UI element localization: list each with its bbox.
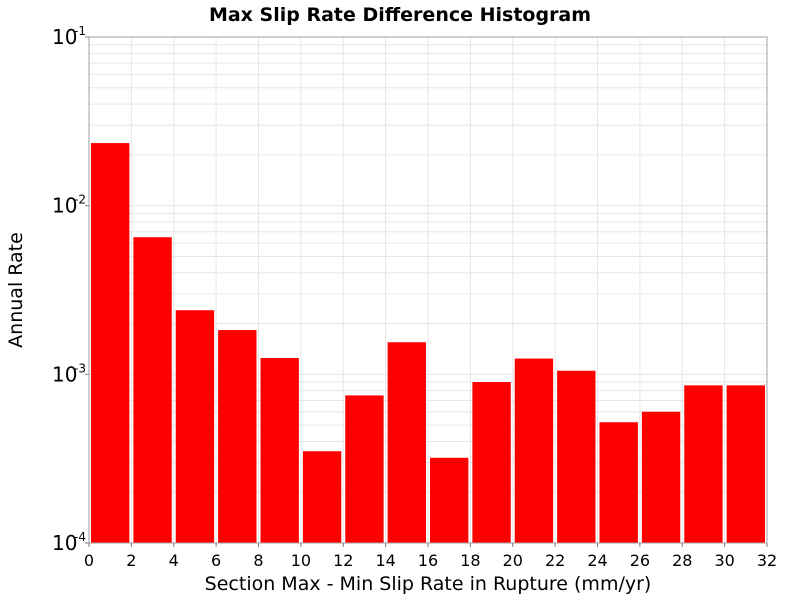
x-tick-label: 20 [503, 551, 523, 570]
x-tick-label: 22 [545, 551, 565, 570]
bar-13 [641, 411, 681, 543]
y-axis-ticks: 10-110-210-310-4 [52, 24, 89, 555]
x-tick-label: 4 [169, 551, 179, 570]
bar-9 [472, 382, 511, 543]
x-axis-label: Section Max - Min Slip Rate in Rupture (… [205, 573, 652, 595]
x-tick-label: 32 [757, 551, 777, 570]
y-tick-label-base: 10 [52, 362, 77, 386]
x-tick-label: 24 [587, 551, 607, 570]
bar-11 [557, 370, 596, 543]
bar-8 [430, 457, 469, 543]
bar-6 [345, 395, 384, 543]
bar-10 [514, 358, 554, 543]
y-tick-label-base: 10 [52, 531, 77, 555]
x-tick-label: 0 [84, 551, 94, 570]
x-tick-label: 28 [672, 551, 692, 570]
bar-4 [260, 357, 299, 543]
bar-14 [684, 385, 723, 543]
x-tick-label: 10 [291, 551, 311, 570]
bar-15 [726, 385, 765, 543]
x-tick-label: 14 [375, 551, 395, 570]
x-tick-label: 2 [126, 551, 136, 570]
y-tick-label-exponent: -4 [74, 530, 86, 544]
y-tick-label-base: 10 [52, 194, 77, 218]
x-axis-ticks: 0 2 4 6 8 10 12 14 16 18 20 22 24 26 28 30 32 [84, 543, 777, 570]
x-tick-label: 18 [460, 551, 480, 570]
y-axis-label: Annual Rate [5, 232, 27, 348]
x-tick-label: 8 [253, 551, 263, 570]
y-tick-label-exponent: -2 [74, 193, 86, 207]
x-tick-label: 12 [333, 551, 353, 570]
x-tick-label: 6 [211, 551, 221, 570]
x-tick-label: 30 [714, 551, 734, 570]
bar-0 [91, 143, 130, 543]
x-tick-label: 16 [418, 551, 438, 570]
bar-1 [133, 237, 172, 543]
y-tick-label-exponent: -3 [74, 361, 86, 375]
x-tick-label: 26 [630, 551, 650, 570]
bars [91, 143, 765, 543]
bar-12 [599, 422, 638, 543]
chart-title: Max Slip Rate Difference Histogram [209, 4, 591, 26]
bar-5 [302, 451, 342, 543]
y-tick-label-base: 10 [52, 25, 77, 49]
bar-2 [175, 310, 215, 543]
bar-3 [218, 330, 257, 543]
y-tick-label-exponent: -1 [74, 24, 86, 38]
bar-7 [387, 342, 426, 543]
